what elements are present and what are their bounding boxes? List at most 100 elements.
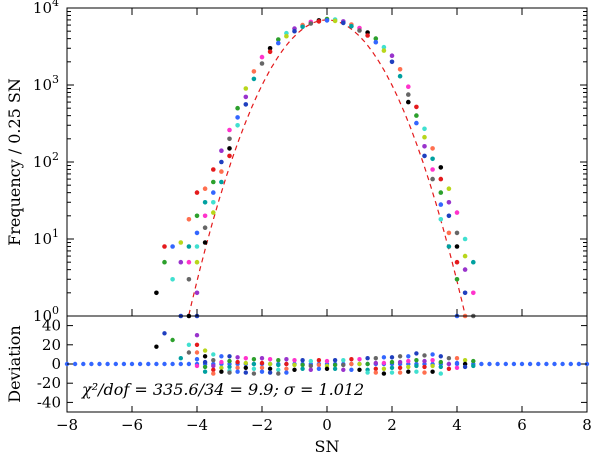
top-data-point [341,20,346,26]
deviation-point [341,362,346,368]
baseline-point [154,361,159,367]
top-data-point [162,244,167,249]
baseline-point [527,361,533,367]
top-data-point [211,210,216,215]
top-data-point [202,200,208,205]
top-data-point [406,99,411,105]
deviation-point [251,371,257,376]
deviation-point [300,366,305,371]
baseline-point [89,361,94,367]
deviation-point [365,356,370,361]
deviation-point [219,365,224,370]
deviation-point [406,354,411,359]
baseline-point [511,361,517,367]
deviation-point [430,369,435,374]
deviation-point [373,360,378,366]
deviation-point [202,354,208,359]
deviation-point [219,354,224,359]
deviation-point [381,366,387,371]
top-data-point [430,167,435,172]
deviation-point [397,359,403,365]
deviation-point [446,356,452,361]
top-data-point [454,244,460,249]
top-data-point [438,190,444,195]
top-y-tick-label: 104 [33,0,59,17]
deviation-point [332,366,338,371]
deviation-point [235,365,240,370]
top-data-point [267,46,273,51]
top-data-point [397,67,403,72]
deviation-point [300,362,305,368]
deviation-point [422,358,427,364]
x-tick-label: −2 [251,416,273,434]
deviation-point [259,360,265,366]
top-data-point [462,253,468,259]
top-data-point [194,244,200,249]
top-data-point [194,290,200,296]
baseline-point [97,361,102,367]
top-data-point [300,24,305,30]
deviation-point [446,361,452,367]
deviation-point [341,358,346,363]
deviation-point [430,352,435,357]
baseline-point [162,361,167,367]
top-data-point [202,240,208,245]
top-data-point [154,290,159,296]
deviation-point [414,351,419,356]
top-data-point [438,176,444,182]
baseline-point [146,361,151,367]
baseline-point [186,361,192,367]
deviation-point [194,350,200,355]
top-data-point [316,19,322,24]
deviation-point [202,364,208,370]
bottom-y-tick-label: -40 [37,393,61,411]
deviation-point [324,358,330,364]
top-data-point [454,259,460,265]
top-data-point [397,73,403,79]
x-tick-label: 6 [517,416,527,434]
deviation-point [178,356,183,361]
x-tick-label: −6 [121,416,143,434]
deviation-point [211,371,216,376]
bottom-y-tick-label: -20 [37,374,61,392]
deviation-point [381,360,387,366]
deviation-point [438,364,443,370]
deviation-point [324,366,330,371]
deviation-point [235,355,240,360]
deviation-point [430,358,435,363]
deviation-point [235,369,240,374]
deviation-point [194,357,200,362]
top-data-point [243,86,249,91]
top-data-point [162,259,167,265]
top-data-point [438,202,444,207]
top-data-point [446,213,452,219]
top-data-point [454,210,460,215]
top-data-point [178,259,184,265]
top-data-point [365,33,370,38]
baseline-point [72,361,78,367]
top-data-point [186,259,192,265]
deviation-point [365,370,370,375]
top-data-point [422,134,427,140]
x-tick-label: 8 [582,416,592,434]
top-data-point [438,165,444,170]
top-data-point [430,146,435,151]
top-data-point [251,76,257,82]
deviation-point [373,366,378,371]
deviation-point [267,366,273,371]
top-data-point [267,49,273,55]
top-data-point [422,153,427,159]
deviation-point [251,357,257,362]
deviation-point [389,370,395,375]
top-data-point [446,186,452,191]
top-data-point [381,44,387,50]
top-data-point [227,153,232,159]
baseline-point [560,361,565,367]
baseline-point [503,361,508,367]
deviation-point [381,371,387,376]
deviation-point [438,354,443,359]
deviation-point [414,358,419,363]
top-data-point [446,230,452,236]
top-y-tick-base: 10 [33,76,52,94]
